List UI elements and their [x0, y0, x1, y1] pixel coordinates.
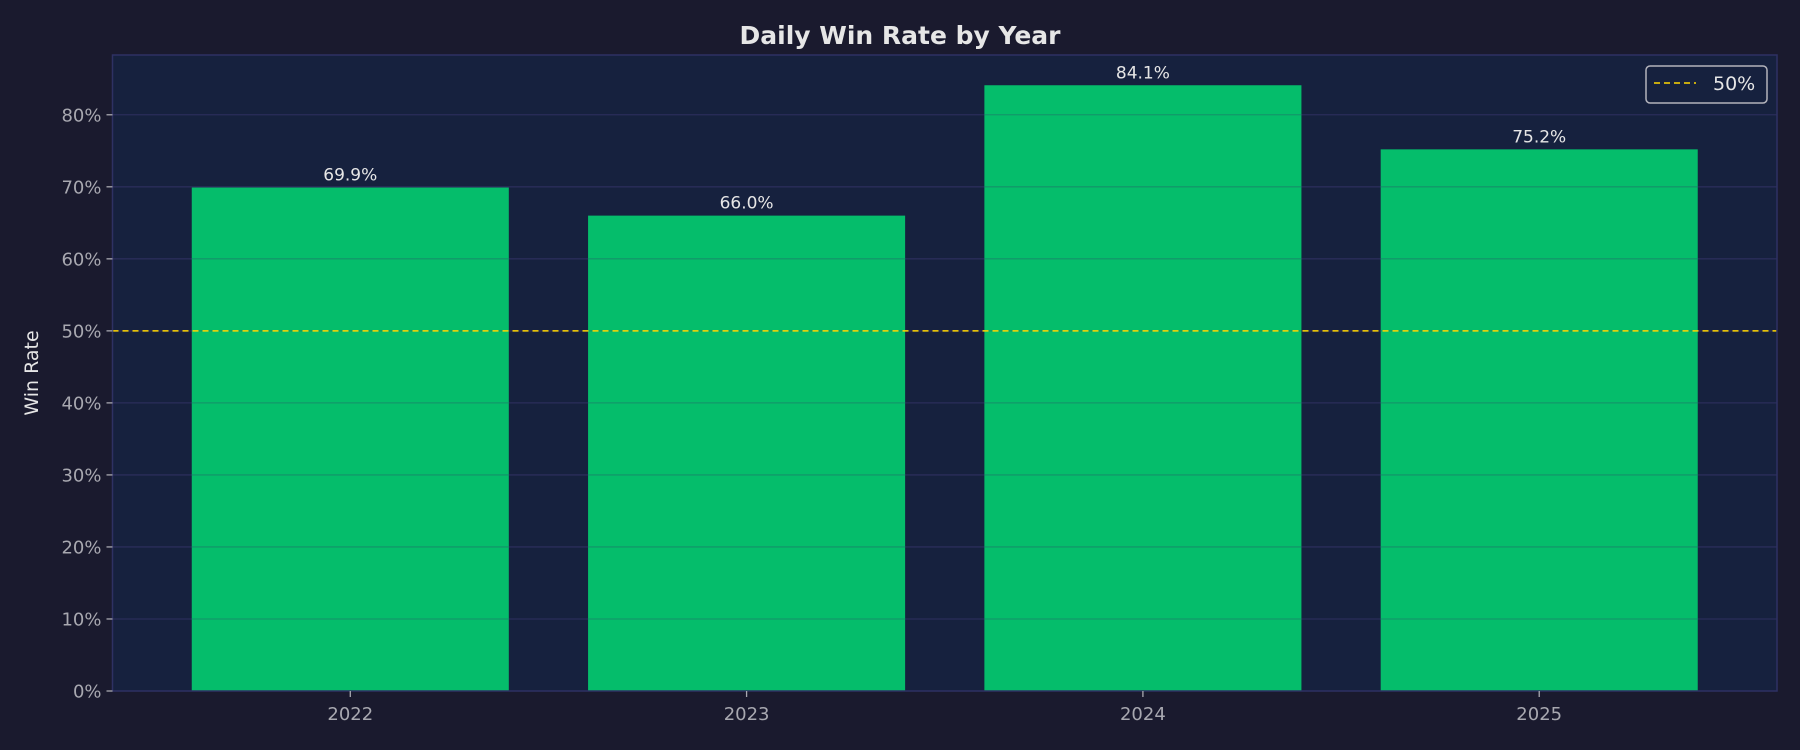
plot-border — [111, 54, 1778, 692]
legend: 50% — [1645, 65, 1768, 104]
y-tick-label: 0% — [73, 682, 102, 703]
legend-box — [1645, 65, 1768, 104]
y-tick-label: 50% — [61, 321, 101, 342]
y-tick-label: 70% — [61, 177, 101, 198]
x-tick-label: 2024 — [1120, 704, 1166, 725]
legend-label: 50% — [1713, 73, 1755, 95]
y-tick-label: 20% — [61, 537, 101, 558]
bar-value-label: 69.9% — [323, 166, 377, 186]
x-tick-label: 2023 — [724, 704, 770, 725]
y-tick-label: 10% — [61, 609, 101, 630]
x-tick-label: 2025 — [1516, 704, 1562, 725]
bar-value-label: 66.0% — [720, 194, 774, 214]
chart-title: Daily Win Rate by Year — [740, 21, 1062, 50]
y-tick-label: 40% — [61, 393, 101, 414]
y-tick-label: 30% — [61, 465, 101, 486]
y-tick-label: 60% — [61, 249, 101, 270]
bar-value-label: 84.1% — [1116, 63, 1170, 83]
bar-2025 — [1380, 149, 1698, 692]
bar-value-label: 75.2% — [1512, 127, 1566, 147]
y-tick-label: 80% — [61, 105, 101, 126]
bar-2023 — [588, 215, 906, 691]
bar-2024 — [984, 85, 1302, 692]
bar-2022 — [191, 187, 509, 691]
y-axis-label: Win Rate — [21, 330, 43, 415]
x-tick-label: 2022 — [327, 704, 373, 725]
